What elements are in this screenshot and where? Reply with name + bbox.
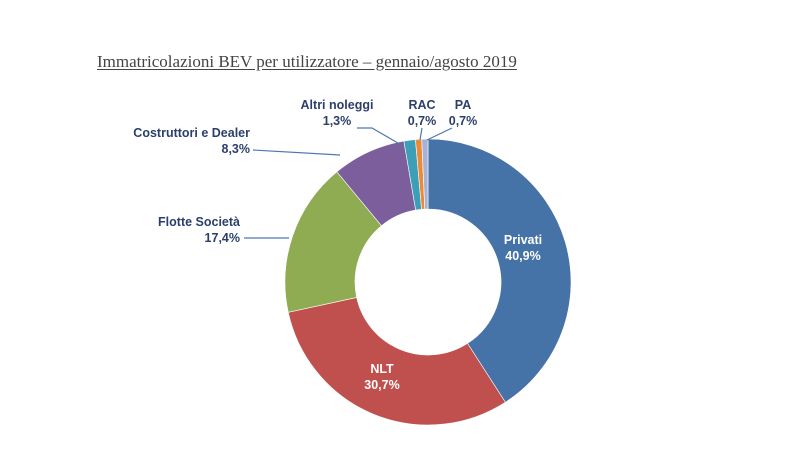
slice-label-rac: RAC 0,7% bbox=[408, 98, 437, 128]
slice-label-pa: PA 0,7% bbox=[449, 98, 478, 128]
slice-label-nlt: NLT 30,7% bbox=[364, 362, 399, 392]
slice-label-privati: Privati 40,9% bbox=[504, 233, 542, 263]
slice-privati bbox=[427, 138, 572, 403]
leader-line-pa bbox=[426, 127, 453, 141]
slice-label-costruttori-e-dealer: Costruttori e Dealer 8,3% bbox=[133, 126, 250, 156]
leader-line-costruttori-e-dealer bbox=[252, 149, 341, 156]
slice-label-flotte-societa: Flotte Società 17,4% bbox=[158, 215, 240, 245]
slice-pa bbox=[421, 138, 429, 210]
slice-label-altri-noleggi: Altri noleggi 1,3% bbox=[301, 98, 374, 128]
slice-nlt bbox=[287, 297, 506, 426]
chart-title: Immatricolazioni BEV per utilizzatore – … bbox=[97, 52, 517, 71]
leader-line-rac bbox=[419, 127, 423, 141]
leader-line-altri-noleggi bbox=[357, 127, 404, 147]
